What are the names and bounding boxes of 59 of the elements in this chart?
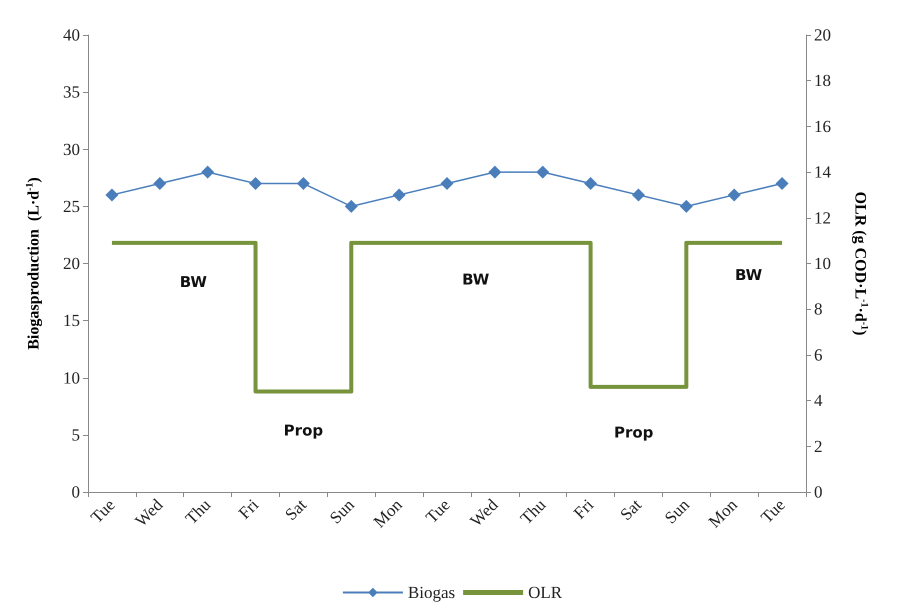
- y-tick-label: 10: [63, 368, 80, 388]
- y2-tick-label: 12: [814, 208, 831, 228]
- point: [153, 177, 166, 190]
- point: [632, 188, 645, 202]
- annotation: Prop: [284, 421, 324, 440]
- y-tick-label: 30: [63, 140, 80, 159]
- y-axis-title: Biogasproduction (L·d-1): [24, 177, 42, 350]
- annotation: BW: [462, 270, 490, 288]
- y-tick-label: 0: [72, 482, 80, 502]
- y2-tick-label: 6: [814, 345, 822, 364]
- point: [776, 177, 789, 190]
- point: [680, 200, 693, 213]
- y-tick-label: 20: [63, 254, 80, 273]
- point: [296, 177, 310, 190]
- point: [584, 177, 598, 190]
- x-tick-label: Mon: [704, 494, 742, 532]
- annotation: BW: [734, 266, 763, 284]
- x-tick-label: Sat: [616, 495, 646, 524]
- y2-tick-label: 2: [814, 436, 822, 456]
- point: [488, 166, 502, 179]
- point: [536, 166, 550, 179]
- point: [392, 188, 406, 202]
- x-tick-label: Tue: [86, 495, 119, 527]
- annotation: Prop: [614, 424, 654, 442]
- x-tick-label: Thu: [516, 494, 550, 528]
- point: [249, 177, 262, 190]
- x-tick-label: Sat: [281, 495, 310, 524]
- y-tick-label: 5: [72, 425, 80, 444]
- point: [201, 166, 214, 179]
- annotation: BW: [180, 272, 208, 291]
- y2-axis-title: OLR (g COD·L-1·d-1): [852, 192, 870, 336]
- y2-tick-label: 10: [814, 254, 831, 273]
- y-tick-label: 25: [63, 196, 80, 216]
- x-tick-label: Sun: [326, 494, 358, 528]
- x-tick-label: Fri: [570, 495, 598, 523]
- point: [105, 188, 118, 202]
- legend-label: OLR: [528, 583, 563, 602]
- y2-tick-label: 16: [814, 116, 831, 136]
- y-tick-label: 40: [63, 26, 80, 44]
- x-tick-label: Sun: [660, 494, 694, 528]
- x-tick-label: Thu: [182, 494, 215, 528]
- y2-tick-label: 20: [814, 26, 831, 44]
- y2-tick-label: 8: [814, 300, 822, 319]
- x-tick-label: Fri: [234, 495, 262, 523]
- y-tick-label: 15: [63, 311, 80, 330]
- y2-tick-label: 4: [814, 391, 823, 410]
- x-tick-label: Tue: [422, 495, 454, 527]
- x-tick-label: Mon: [370, 494, 406, 532]
- point: [440, 177, 454, 190]
- point: [728, 188, 741, 202]
- legend-label: Biogas: [408, 583, 456, 602]
- point: [344, 200, 358, 213]
- x-tick-label: Wed: [466, 494, 502, 530]
- y2-tick-label: 14: [814, 162, 832, 182]
- y-tick-label: 35: [63, 82, 80, 102]
- y2-tick-label: 0: [814, 482, 822, 502]
- y2-tick-label: 18: [814, 71, 831, 90]
- x-tick-label: Wed: [131, 494, 167, 530]
- x-tick-label: Tue: [757, 495, 789, 527]
